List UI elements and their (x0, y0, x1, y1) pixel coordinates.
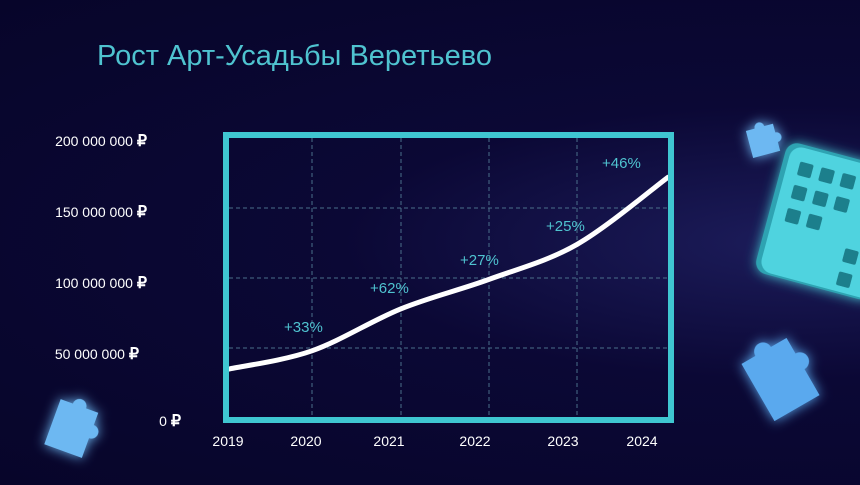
y-tick-label: 50 000 000 ₽ (54, 346, 139, 363)
y-tick-label: 200 000 000 ₽ (55, 133, 147, 150)
y-tick-label: 100 000 000 ₽ (55, 275, 147, 292)
y-tick-label: 0 ₽ (159, 413, 181, 430)
puzzle-icon (741, 337, 820, 422)
growth-annotation: +33% (284, 319, 323, 336)
building-icon (756, 143, 860, 300)
series-line (226, 174, 671, 372)
x-tick-label: 2019 (212, 433, 244, 449)
y-tick-label: 150 000 000 ₽ (55, 204, 147, 221)
growth-annotation: +46% (602, 155, 641, 172)
puzzle-icon (745, 122, 782, 159)
puzzle-icon (44, 398, 99, 458)
x-tick-label: 2021 (373, 433, 405, 449)
growth-annotation: +62% (370, 280, 409, 297)
page-title: Рост Арт-Усадьбы Веретьево (97, 40, 492, 72)
plot-frame (223, 132, 674, 423)
x-tick-label: 2023 (547, 433, 579, 449)
x-tick-label: 2020 (290, 433, 322, 449)
growth-annotation: +25% (546, 218, 585, 235)
x-tick-label: 2022 (459, 433, 491, 449)
growth-annotation: +27% (460, 252, 499, 269)
x-tick-label: 2024 (626, 433, 658, 449)
